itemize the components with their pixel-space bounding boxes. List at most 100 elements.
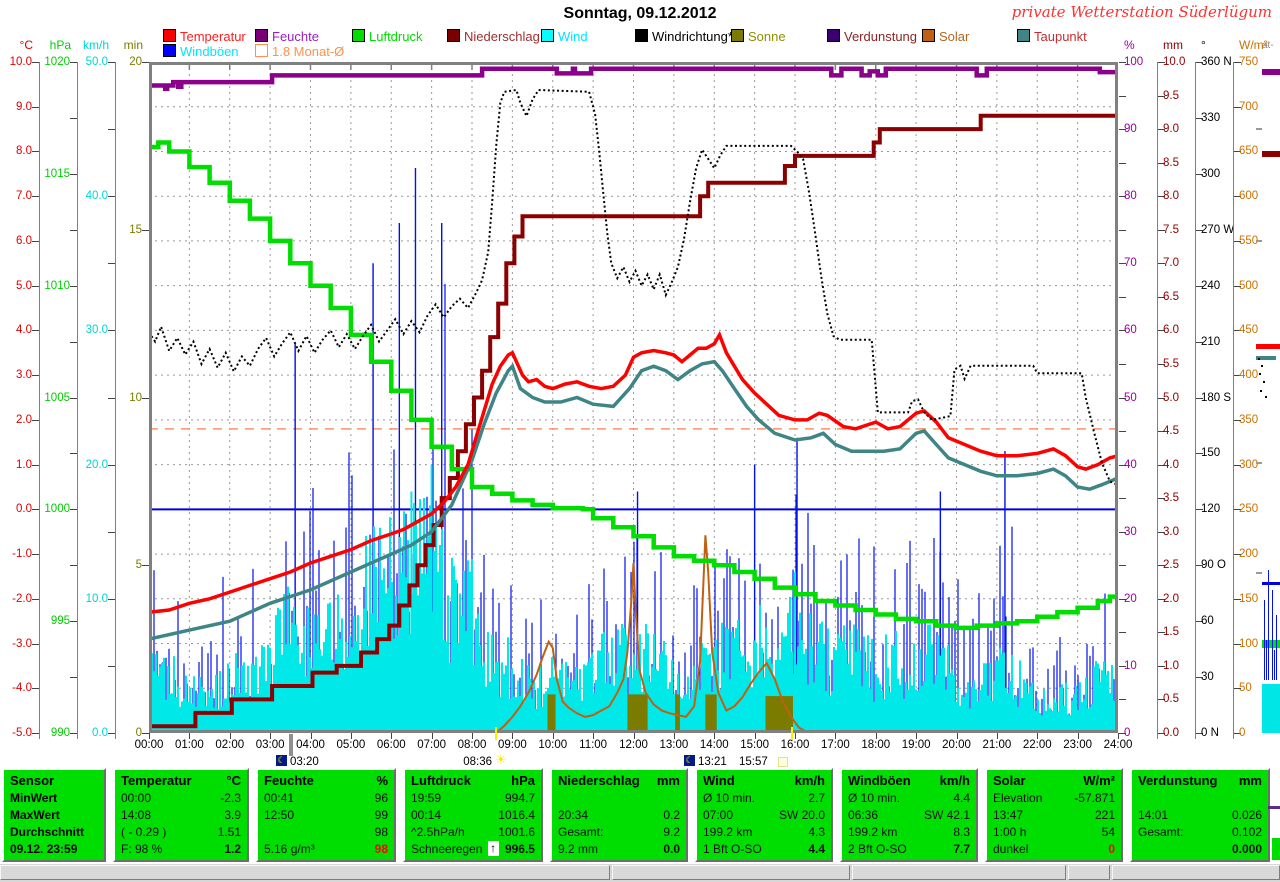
next-chart-dot xyxy=(1261,365,1263,367)
axis-tick xyxy=(1119,665,1126,667)
row-value: 1.51 xyxy=(217,825,241,839)
axis-tick xyxy=(1119,565,1126,567)
legend-label: Niederschlag xyxy=(464,29,540,44)
legend-label: Feuchte xyxy=(272,29,319,44)
axis-tick xyxy=(1158,464,1165,466)
table-row: 07:00 SW 20.0 xyxy=(703,807,825,824)
axis-tick xyxy=(142,62,149,63)
axis-label-mm: 9.5 xyxy=(1163,89,1179,102)
axis-tick xyxy=(108,733,115,734)
axis-tick xyxy=(1119,363,1126,365)
table-row: MaxWert xyxy=(10,807,98,824)
axis-label-min: 0 xyxy=(135,727,142,739)
row-value: 9.2 xyxy=(663,825,680,839)
row-label: 199.2 km xyxy=(703,825,753,839)
axis-tick xyxy=(1196,62,1203,63)
legend-item-windrichtung-: Windrichtung* xyxy=(635,29,733,44)
axis-tick xyxy=(108,665,115,667)
row-label: 13:47 xyxy=(993,808,1024,822)
legend-item-temperatur: Temperatur xyxy=(163,29,246,44)
next-chart-spike xyxy=(1272,590,1273,680)
row-value: 54 xyxy=(1101,825,1115,839)
axis-label-°: 330 xyxy=(1201,111,1221,124)
axis-tick xyxy=(32,106,39,108)
row-label: 1 Bft O-SO xyxy=(703,842,762,856)
hour-label: 12:00 xyxy=(619,739,648,751)
axis-tick xyxy=(1119,733,1126,734)
legend-item-solar: Solar xyxy=(922,29,969,44)
axis-tick xyxy=(1158,565,1165,567)
row-label: 1:00 h xyxy=(993,825,1027,839)
row-value: SW 42.1 xyxy=(923,808,970,822)
axis-tick xyxy=(1196,509,1203,511)
axis-rail-°C xyxy=(39,62,40,739)
legend-swatch xyxy=(827,29,840,42)
table-row: Elevation -57.871 xyxy=(993,790,1115,807)
column-unit: mm xyxy=(1238,773,1262,788)
hour-tick xyxy=(1118,733,1119,739)
axis-tick xyxy=(1158,95,1165,97)
hour-tick xyxy=(472,733,473,739)
axis-tick xyxy=(1119,62,1126,63)
axis-label-W/m²: 0 xyxy=(1239,727,1246,739)
axis-tick xyxy=(1158,229,1165,231)
axis-label-%: 30 xyxy=(1124,525,1137,538)
sensor-summary-table: Sensor MinWert MaxWert Durchschnitt 09.12. 2… xyxy=(2,768,1278,862)
row-label: 14:08 xyxy=(121,808,152,822)
row-value: 99 xyxy=(374,808,388,822)
axis-tick xyxy=(70,117,77,119)
axis-tick xyxy=(70,229,77,231)
row-value: -57.871 xyxy=(1074,791,1115,805)
row-label: 199.2 km xyxy=(848,825,898,839)
axis-label-W/m²: 500 xyxy=(1239,279,1259,292)
axis-label-mm: 4.0 xyxy=(1163,458,1179,471)
next-chart-spike xyxy=(1266,640,1267,680)
axis-tick xyxy=(1234,375,1241,377)
hour-label: 24:00 xyxy=(1103,739,1133,751)
axis-tick xyxy=(108,62,115,63)
axis-label-%: 50 xyxy=(1124,391,1137,404)
column-unit: mm xyxy=(656,773,680,788)
row-label: ( - 0.29 ) xyxy=(121,825,167,839)
axis-label-%: 20 xyxy=(1124,592,1137,605)
axis-label-%: 70 xyxy=(1124,257,1137,270)
column-name: Sensor xyxy=(10,773,55,788)
next-chart-dot xyxy=(1259,373,1261,375)
axis-label-km/h: 0.0 xyxy=(92,727,108,739)
table-row: 00:14 1016.4 xyxy=(411,807,535,824)
axis-tick xyxy=(142,565,149,567)
weather-chart xyxy=(149,62,1118,733)
moonset-axis-handle xyxy=(289,734,293,756)
table-row: MinWert xyxy=(10,790,98,807)
axis-tick xyxy=(108,129,115,131)
axis-label-°C: 3.0 xyxy=(16,369,32,382)
axis-label-mm: 6.5 xyxy=(1163,290,1179,303)
table-row: F: 98 % 1.2 xyxy=(121,841,241,858)
next-chart-dot xyxy=(1265,396,1267,398)
axis-tick xyxy=(108,464,115,466)
axis-tick xyxy=(1158,129,1165,131)
axis-tick xyxy=(1196,621,1203,623)
axis-label-°C: 5.0 xyxy=(16,279,32,292)
sunshine-bar xyxy=(675,694,680,733)
hour-label: 19:00 xyxy=(901,739,931,751)
axis-tick xyxy=(1196,453,1203,455)
precipitation-line xyxy=(149,113,1118,729)
table-panel-header: Sensor xyxy=(10,772,98,790)
axis-label-°: 180 S xyxy=(1201,391,1232,404)
hour-label: 11:00 xyxy=(579,739,608,751)
row-label: 19:59 xyxy=(411,791,442,805)
axis-label-°: 210 xyxy=(1201,335,1221,348)
row-label: 00:00 xyxy=(121,791,152,805)
hour-tick xyxy=(431,733,433,739)
sunshine-bar xyxy=(547,694,556,733)
legend-item-wind: Wind xyxy=(541,29,588,44)
axis-label-°C: 6.0 xyxy=(16,234,32,247)
row-value: 0.0 xyxy=(663,842,680,856)
next-chart-fragment xyxy=(1256,128,1262,130)
table-row: Gesamt: 0.102 xyxy=(1138,824,1262,841)
axis-tick xyxy=(70,621,77,623)
table-panel-header: Solar W/m² xyxy=(993,772,1115,790)
row-value: 996.5 xyxy=(504,842,535,856)
axis-label-°C: -2.0 xyxy=(12,592,32,605)
